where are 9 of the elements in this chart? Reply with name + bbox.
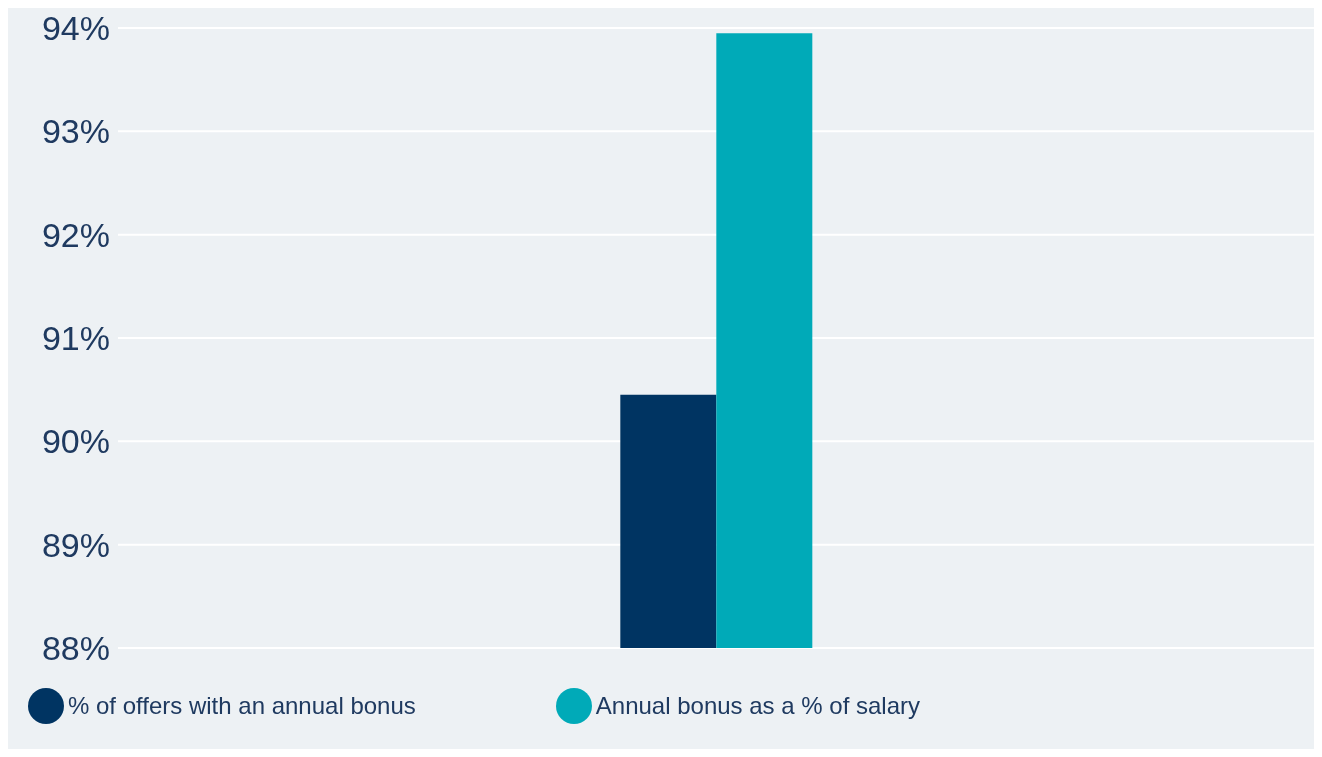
- y-tick-label: 89%: [41, 525, 110, 564]
- legend-label: % of offers with an annual bonus: [68, 692, 416, 720]
- legend-label: Annual bonus as a % of salary: [595, 692, 920, 720]
- y-tick-label: 91%: [41, 319, 110, 358]
- y-tick-label: 93%: [41, 112, 110, 151]
- y-tick-label: 94%: [41, 9, 110, 48]
- y-tick-label: 92%: [41, 215, 110, 254]
- y-tick-label: 88%: [41, 629, 110, 668]
- y-tick-label: 90%: [41, 422, 110, 461]
